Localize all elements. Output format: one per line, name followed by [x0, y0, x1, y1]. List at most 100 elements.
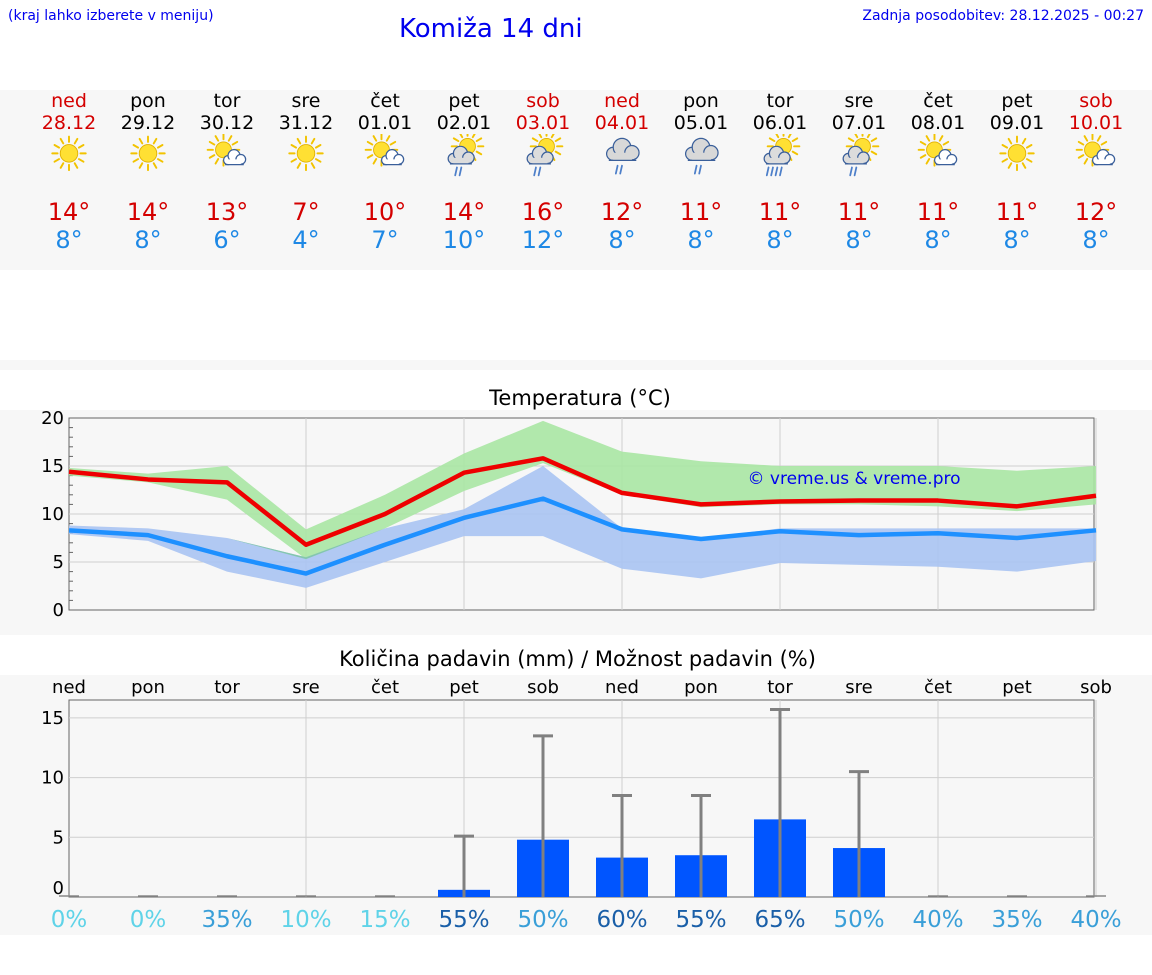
sun-cloud-icon — [1075, 134, 1116, 167]
precip-chance: 35% — [201, 907, 252, 933]
temp-max: 14° — [442, 198, 486, 226]
day-forecast: sob 10.01 12° 8° — [1056, 90, 1136, 270]
day-date: 05.01 — [673, 112, 729, 134]
precipitation-chart-panel: ned pon tor sre čet pet sob ned pon tor sre čet pet s… — [0, 675, 1152, 935]
day-label: pon — [684, 677, 718, 698]
temp-min: 8° — [845, 226, 873, 254]
day-label: ned — [52, 677, 86, 698]
day-name: sre — [291, 90, 321, 112]
day-label: pon — [131, 677, 165, 698]
day-label: čet — [371, 677, 399, 698]
day-name: čet — [370, 90, 400, 112]
sun-cloud-icon — [364, 134, 405, 167]
precip-chance: 40% — [912, 907, 963, 933]
day-date: 04.01 — [594, 112, 650, 134]
day-name: čet — [923, 90, 953, 112]
day-date: 09.01 — [989, 112, 1045, 134]
location-menu-hint[interactable]: (kraj lahko izberete v meniju) — [8, 8, 214, 24]
day-name: sob — [526, 90, 560, 112]
day-forecast: ned 04.01 12° 8° — [582, 90, 662, 270]
temp-max: 13° — [205, 198, 249, 226]
temp-min: 8° — [1082, 226, 1110, 254]
temp-max: 16° — [521, 198, 565, 226]
precip-chance: 15% — [359, 907, 410, 933]
y-tick-label: 0 — [53, 600, 64, 621]
temp-min: 8° — [1003, 226, 1031, 254]
precip-chance: 10% — [280, 907, 331, 933]
day-label: čet — [924, 677, 952, 698]
day-name: pon — [130, 90, 166, 112]
precip-chance: 50% — [833, 907, 884, 933]
temp-min: 4° — [292, 226, 320, 254]
max-temp-range — [69, 420, 1096, 560]
day-label: sob — [527, 677, 559, 698]
temp-max: 11° — [837, 198, 881, 226]
day-forecast: ned 28.12 14° 8° — [29, 90, 109, 270]
day-date: 29.12 — [120, 112, 176, 134]
day-label: ned — [605, 677, 639, 698]
day-name: pon — [683, 90, 719, 112]
day-date: 02.01 — [436, 112, 492, 134]
temp-max: 12° — [600, 198, 644, 226]
temp-max: 12° — [1074, 198, 1118, 226]
day-name: tor — [766, 90, 794, 112]
temp-min: 8° — [924, 226, 952, 254]
temp-max: 11° — [916, 198, 960, 226]
temp-max: 11° — [758, 198, 802, 226]
day-forecast: sob 03.01 16° 12° — [503, 90, 583, 270]
temp-max: 11° — [679, 198, 723, 226]
y-tick-label: 10 — [41, 768, 64, 789]
day-forecast: pet 02.01 14° 10° — [424, 90, 504, 270]
temp-max: 10° — [363, 198, 407, 226]
day-forecast: pon 05.01 11° 8° — [661, 90, 741, 270]
temp-max: 14° — [126, 198, 170, 226]
day-name: ned — [604, 90, 640, 112]
cloud-rain-icon — [605, 137, 640, 175]
min-temp-line — [68, 496, 1097, 576]
precip-chance: 35% — [991, 907, 1042, 933]
temp-max: 7° — [292, 198, 320, 226]
day-date: 06.01 — [752, 112, 808, 134]
sun-cloud-rain-icon — [842, 134, 880, 177]
day-date: 28.12 — [41, 112, 97, 134]
temperature-chart-panel: 0 5 10 15 20 © vreme.us & vreme.pro — [0, 408, 1152, 635]
day-forecast: tor 06.01 11° 8° — [740, 90, 820, 270]
day-label: pet — [449, 677, 479, 698]
temp-max: 11° — [995, 198, 1039, 226]
sun-cloud-icon — [206, 134, 247, 167]
precip-chance: 65% — [754, 907, 805, 933]
day-label: tor — [214, 677, 240, 698]
temp-min: 8° — [608, 226, 636, 254]
temperature-chart: 0 5 10 15 20 © vreme.us & vreme.pro — [41, 408, 1097, 621]
day-date: 03.01 — [515, 112, 571, 134]
sun-cloud-rain-icon — [526, 134, 564, 177]
last-updated: Zadnja posodobitev: 28.12.2025 - 00:27 — [862, 8, 1144, 24]
sun-cloud-heavy-rain-icon — [763, 134, 801, 177]
temp-min: 10° — [442, 226, 486, 254]
day-label: pet — [1002, 677, 1032, 698]
day-label: sre — [845, 677, 872, 698]
temp-min: 7° — [371, 226, 399, 254]
day-date: 30.12 — [199, 112, 255, 134]
cloud-rain-icon — [684, 137, 719, 175]
day-date: 10.01 — [1068, 112, 1124, 134]
day-date: 07.01 — [831, 112, 887, 134]
day-forecast: čet 01.01 10° 7° — [345, 90, 425, 270]
day-date: 01.01 — [357, 112, 413, 134]
day-name: ned — [51, 90, 87, 112]
day-name: sob — [1079, 90, 1113, 112]
precip-chance: 0% — [51, 907, 88, 933]
temp-min: 12° — [521, 226, 565, 254]
precip-chance: 55% — [675, 907, 726, 933]
separator-band — [0, 360, 1152, 370]
y-tick-label: 15 — [41, 456, 64, 477]
day-name: tor — [213, 90, 241, 112]
y-tick-label: 5 — [53, 827, 64, 848]
y-tick-label: 20 — [41, 410, 64, 429]
precipitation-chart-title: Količina padavin (mm) / Možnost padavin … — [339, 647, 816, 671]
watermark: © vreme.us & vreme.pro — [747, 469, 960, 489]
day-name: pet — [448, 90, 480, 112]
day-label: sre — [292, 677, 319, 698]
precip-chance: 0% — [130, 907, 167, 933]
day-date: 31.12 — [278, 112, 334, 134]
